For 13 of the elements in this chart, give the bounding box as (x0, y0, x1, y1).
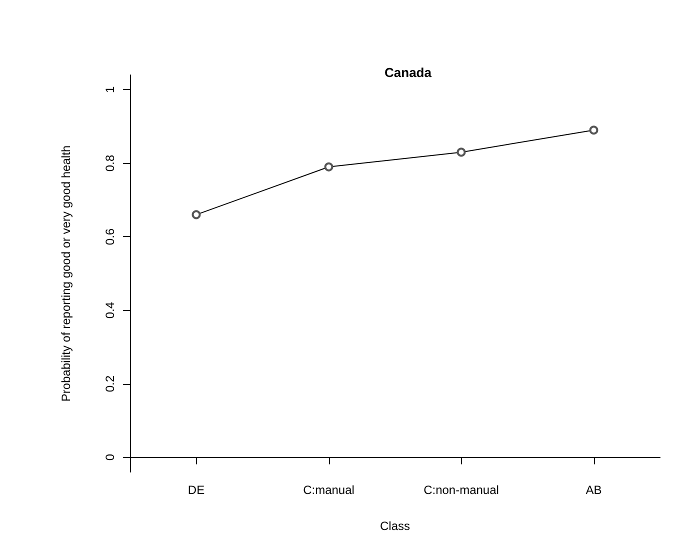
y-axis-title: Probability of reporting good or very good health (59, 145, 73, 402)
y-tick-label: 0.2 (103, 375, 117, 392)
y-tick-label: 0.6 (103, 228, 117, 246)
y-tick-label: 1 (103, 86, 117, 94)
x-tick-label: C:manual (303, 483, 354, 497)
x-axis-title: Class (380, 519, 410, 533)
y-tick-label: 0.4 (103, 302, 117, 319)
y-tick-label: 0.8 (103, 154, 117, 172)
x-tick-label: C:non-manual (424, 483, 499, 497)
y-tick-label: 0 (103, 454, 117, 461)
chart-title: Canada (384, 65, 432, 80)
x-tick-label: AB (586, 483, 602, 497)
x-tick-label: DE (188, 483, 205, 497)
